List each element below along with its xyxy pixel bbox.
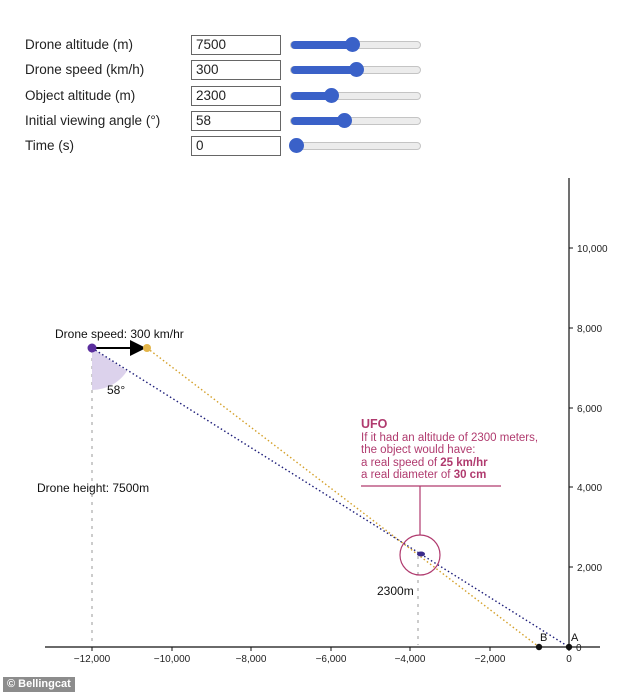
drone-speed-annotation: Drone speed: 300 km/hr [55,327,184,341]
drone-speed-label: Drone speed (km/h) [25,62,145,77]
y-tick-label: 0 [576,643,582,654]
control-drone-altitude: Drone altitude (m) 7500 [0,35,440,57]
slider-fill [291,92,331,100]
x-tick-label: −6,000 [316,654,347,665]
slider-thumb[interactable] [348,62,364,77]
ufo-line-1: If it had an altitude of 2300 meters, [361,432,538,444]
y-ticks: 0 2,000 4,000 6,000 8,000 10,000 [569,244,608,654]
ufo-object[interactable] [417,551,425,557]
ufo-diameter-value: 30 cm [454,469,487,481]
sightline-blue [91,347,570,648]
ufo-title: UFO [361,417,388,431]
slider-thumb[interactable] [289,138,305,153]
drone-speed-slider[interactable] [290,62,421,77]
slider-thumb[interactable] [323,88,339,103]
y-tick-label: 10,000 [577,244,608,255]
drone-altitude-label: Drone altitude (m) [25,37,134,52]
time-slider[interactable] [289,138,421,153]
slider-fill [291,66,356,74]
viewing-angle-label: Initial viewing angle (°) [25,113,161,128]
slider-thumb[interactable] [344,37,360,52]
sightline-yellow [146,347,540,648]
x-tick-label: −12,000 [74,654,111,665]
x-tick-label: 0 [566,654,572,665]
ufo-line-3: a real speed of 25 km/hr [361,457,488,469]
point-a-label: A [571,632,579,644]
slider-thumb[interactable] [336,113,352,128]
time-label: Time (s) [25,138,74,153]
ufo-speed-prefix: a real speed of [361,457,440,469]
y-tick-label: 2,000 [577,563,602,574]
control-time: Time (s) 0 [0,136,440,158]
credit-watermark: © Bellingcat [3,677,75,692]
time-input[interactable]: 0 [191,136,281,156]
drone-point[interactable] [87,343,97,353]
object-altitude-slider[interactable] [290,88,421,103]
viewing-angle-wedge [92,348,127,390]
x-tick-label: −10,000 [154,654,191,665]
point-b-label: B [540,632,547,644]
y-tick-label: 6,000 [577,404,602,415]
ufo-annotation: UFO If it had an altitude of 2300 meters… [361,417,538,481]
x-tick-label: −2,000 [475,654,506,665]
point-b[interactable] [535,643,543,651]
drone-altitude-input[interactable]: 7500 [191,35,281,55]
slider-fill [291,41,352,49]
x-tick-label: −4,000 [395,654,426,665]
ufo-line-2: the object would have: [361,444,475,456]
ufo-speed-value: 25 km/hr [440,457,488,469]
control-viewing-angle: Initial viewing angle (°) 58 [0,111,440,133]
point-a[interactable] [565,643,573,651]
viewing-angle-slider[interactable] [290,113,421,128]
x-ticks: −12,000 −10,000 −8,000 −6,000 −4,000 −2,… [74,647,572,665]
drone-future-point[interactable] [143,344,151,352]
ufo-diameter-prefix: a real diameter of [361,469,454,481]
y-tick-label: 8,000 [577,324,602,335]
viewing-angle-input[interactable]: 58 [191,111,281,131]
object-height-annotation: 2300m [377,584,414,598]
drone-height-annotation: Drone height: 7500m [37,481,149,495]
drone-speed-input[interactable]: 300 [191,60,281,80]
y-tick-label: 4,000 [577,483,602,494]
control-object-altitude: Object altitude (m) 2300 [0,86,440,108]
ufo-line-4: a real diameter of 30 cm [361,469,486,481]
slider-fill [291,117,344,125]
drone-altitude-slider[interactable] [290,37,421,52]
object-altitude-label: Object altitude (m) [25,88,136,103]
object-altitude-input[interactable]: 2300 [191,86,281,106]
control-drone-speed: Drone speed (km/h) 300 [0,60,440,82]
viewing-angle-annotation: 58° [107,383,125,397]
x-tick-label: −8,000 [236,654,267,665]
